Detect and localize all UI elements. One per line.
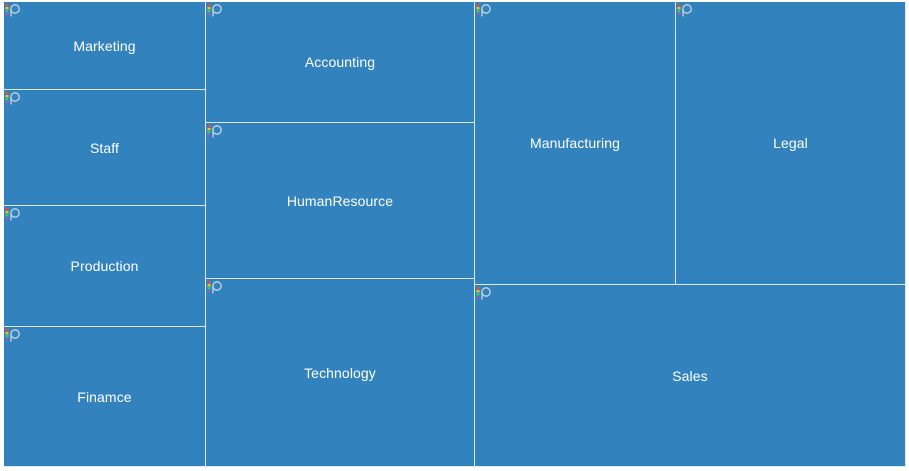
treemap-logo-icon	[476, 287, 491, 300]
tile-marketing[interactable]: Marketing	[4, 2, 206, 90]
tile-label-humanresource: HumanResource	[286, 192, 394, 209]
treemap-logo-icon	[5, 4, 20, 17]
tile-label-legal: Legal	[773, 135, 808, 151]
tile-label-technology: Technology	[304, 364, 376, 381]
tile-staff[interactable]: Staff	[4, 90, 206, 206]
treemap-logo-icon	[5, 208, 20, 221]
tile-sales[interactable]: Sales	[475, 285, 906, 467]
tile-label-accounting: Accounting	[304, 54, 376, 70]
tile-manufacturing[interactable]: Manufacturing	[475, 2, 676, 285]
treemap-logo-icon	[207, 281, 222, 294]
treemap-chart: Marketing Staff Production Finamce Accou…	[4, 2, 906, 467]
treemap-logo-icon	[5, 329, 20, 342]
tile-label-manufacturing: Manufacturing	[529, 135, 621, 151]
treemap-logo-icon	[5, 92, 20, 105]
treemap-logo-icon	[207, 125, 222, 138]
tile-legal[interactable]: Legal	[676, 2, 906, 285]
tile-finamce[interactable]: Finamce	[4, 327, 206, 467]
tile-label-staff: Staff	[89, 139, 120, 156]
tile-label-production: Production	[70, 258, 139, 274]
tile-label-finamce: Finamce	[77, 388, 132, 405]
treemap-logo-icon	[207, 4, 222, 17]
tile-technology[interactable]: Technology	[206, 279, 475, 467]
tile-production[interactable]: Production	[4, 206, 206, 327]
tile-humanresource[interactable]: HumanResource	[206, 123, 475, 279]
treemap-logo-icon	[677, 4, 692, 17]
tile-label-sales: Sales	[672, 367, 708, 384]
tile-accounting[interactable]: Accounting	[206, 2, 475, 123]
treemap-logo-icon	[476, 4, 491, 17]
tile-label-marketing: Marketing	[73, 37, 136, 54]
